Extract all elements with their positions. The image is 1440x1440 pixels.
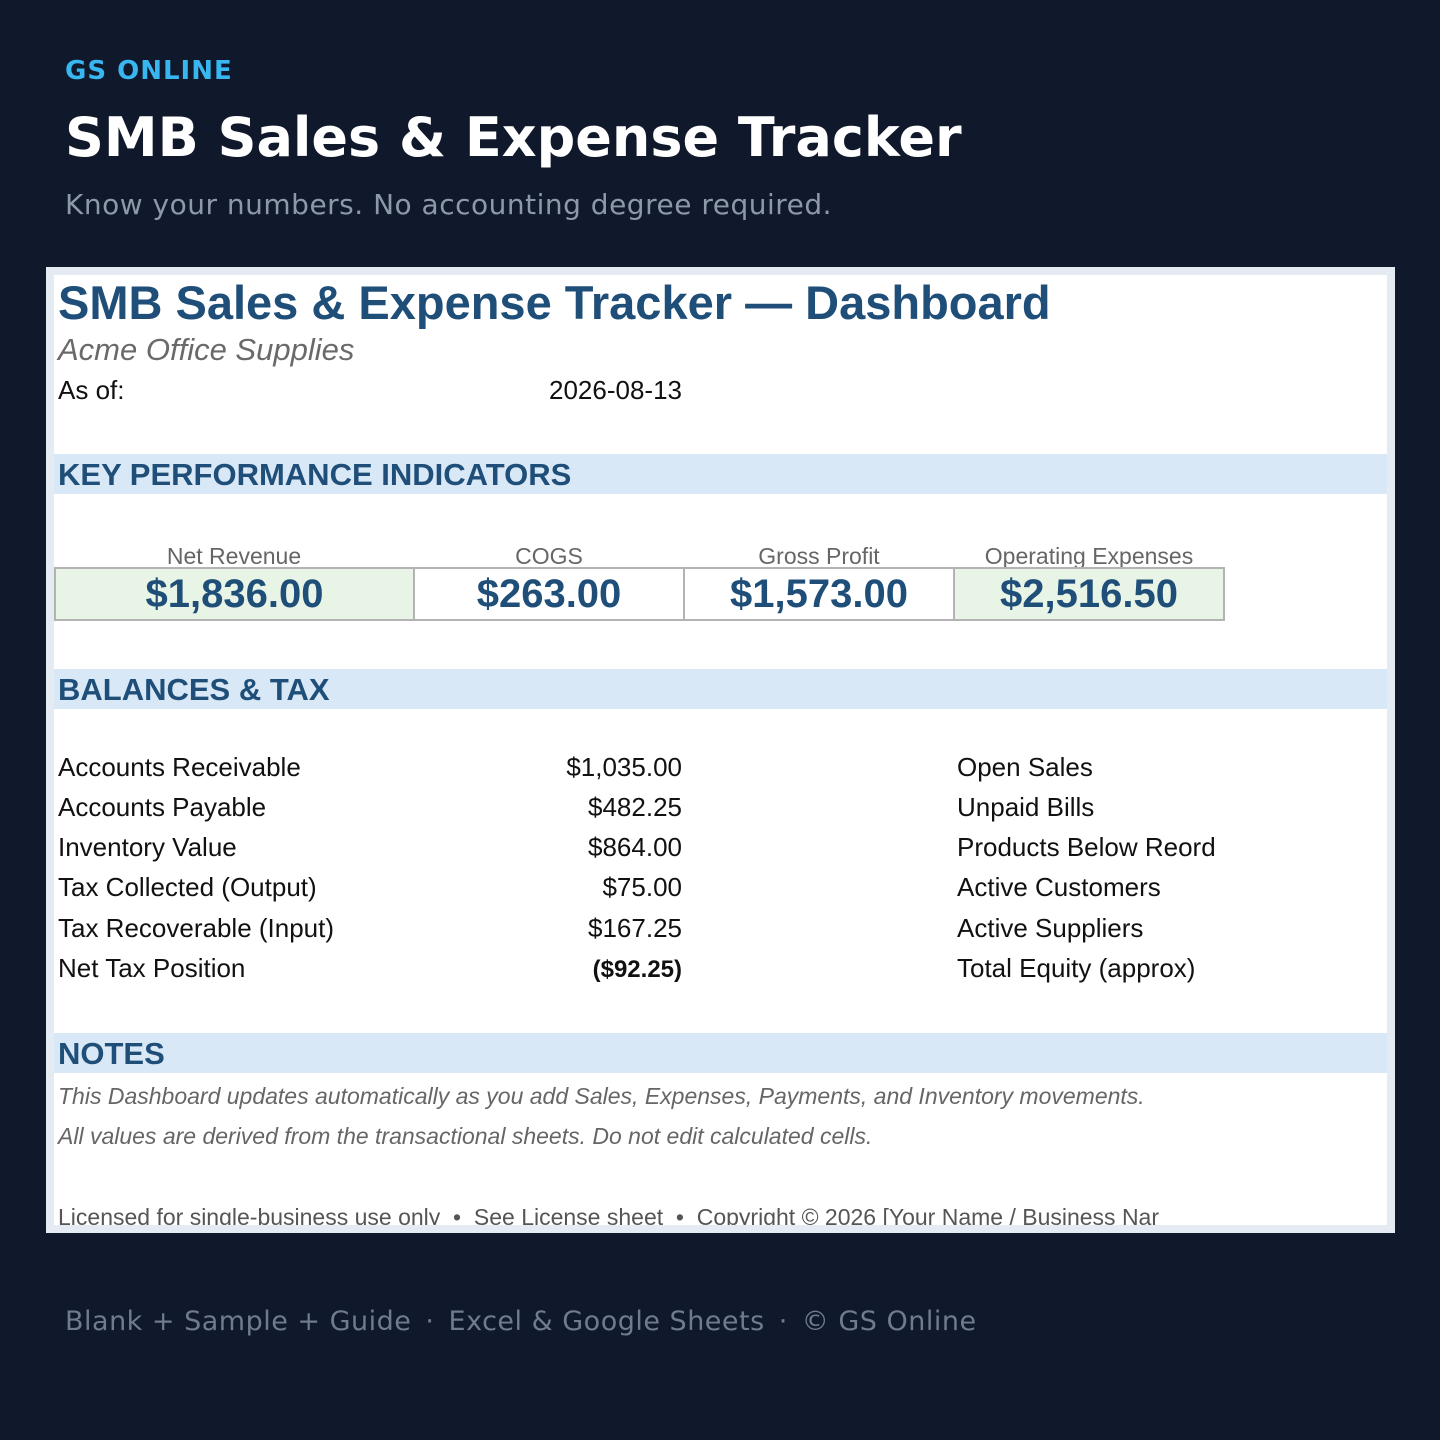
kpi-label-cogs: COGS <box>515 543 583 569</box>
notes-section-header: NOTES <box>54 1033 1387 1073</box>
dashboard-title: SMB Sales & Expense Tracker — Dashboard <box>58 276 1051 329</box>
table-row: Inventory Value $864.00 Products Below R… <box>54 832 1387 872</box>
balance-label: Net Tax Position <box>58 953 246 983</box>
balance-value: $75.00 <box>602 872 682 902</box>
kpi-label-net-revenue: Net Revenue <box>166 543 302 569</box>
footer-item: Blank + Sample + Guide <box>65 1306 412 1337</box>
note-line: This Dashboard updates automatically as … <box>58 1083 1145 1109</box>
table-row: Accounts Receivable $1,035.00 Open Sales <box>54 752 1387 792</box>
kpi-label-operating-expenses: Operating Expenses <box>984 543 1194 569</box>
footer-separator: · <box>425 1306 435 1337</box>
page-subtitle: Know your numbers. No accounting degree … <box>65 188 833 221</box>
balance-label: Inventory Value <box>58 832 237 862</box>
footer: Blank + Sample + Guide · Excel & Google Sh… <box>65 1306 977 1337</box>
kpi-value-operating-expenses: $2,516.50 <box>953 567 1225 621</box>
kpi-value-cogs: $263.00 <box>413 567 685 621</box>
balance-label: Tax Collected (Output) <box>58 872 317 902</box>
table-row: Net Tax Position ($92.25) Total Equity (… <box>54 953 1387 993</box>
footer-item: © GS Online <box>801 1306 977 1337</box>
note-line: All values are derived from the transact… <box>58 1123 873 1149</box>
table-row: Accounts Payable $482.25 Unpaid Bills <box>54 792 1387 832</box>
metric-label: Products Below Reord <box>957 832 1216 862</box>
kpi-label-gross-profit: Gross Profit <box>758 543 880 569</box>
balance-label: Accounts Payable <box>58 792 267 822</box>
footer-item: Excel & Google Sheets <box>448 1306 765 1337</box>
table-row: Tax Collected (Output) $75.00 Active Cus… <box>54 872 1387 912</box>
metric-label: Active Customers <box>957 872 1161 902</box>
balances-section-title: BALANCES & TAX <box>58 672 330 707</box>
kpi-value-gross-profit: $1,573.00 <box>683 567 955 621</box>
metric-label: Open Sales <box>957 752 1093 782</box>
kpi-value-net-revenue: $1,836.00 <box>54 567 415 621</box>
metric-label: Active Suppliers <box>957 913 1144 943</box>
spreadsheet-screenshot: SMB Sales & Expense Tracker — Dashboard … <box>46 267 1395 1233</box>
balance-label: Tax Recoverable (Input) <box>58 913 335 943</box>
balance-value: $482.25 <box>588 792 682 822</box>
kpi-section-title: KEY PERFORMANCE INDICATORS <box>58 457 572 492</box>
balance-value: $864.00 <box>588 832 682 862</box>
brand-label: GS ONLINE <box>65 56 233 86</box>
balance-value: $1,035.00 <box>566 752 682 782</box>
notes-section-title: NOTES <box>58 1036 165 1071</box>
page-title: SMB Sales & Expense Tracker <box>65 106 962 169</box>
balance-label: Accounts Receivable <box>58 752 301 782</box>
balance-value: $167.25 <box>588 913 682 943</box>
license-line: Licensed for single-business use only • … <box>58 1204 1160 1225</box>
metric-label: Unpaid Bills <box>957 792 1095 822</box>
footer-separator: · <box>778 1306 788 1337</box>
net-tax-value: ($92.25) <box>592 956 682 983</box>
company-name: Acme Office Supplies <box>58 332 355 367</box>
as-of-label: As of: <box>58 375 125 405</box>
balances-section-header: BALANCES & TAX <box>54 669 1387 709</box>
table-row: Tax Recoverable (Input) $167.25 Active S… <box>54 913 1387 953</box>
kpi-section-header: KEY PERFORMANCE INDICATORS <box>54 454 1387 494</box>
dashboard-sheet: SMB Sales & Expense Tracker — Dashboard … <box>54 275 1387 1225</box>
as-of-date: 2026-08-13 <box>549 375 682 405</box>
metric-label: Total Equity (approx) <box>957 953 1196 983</box>
